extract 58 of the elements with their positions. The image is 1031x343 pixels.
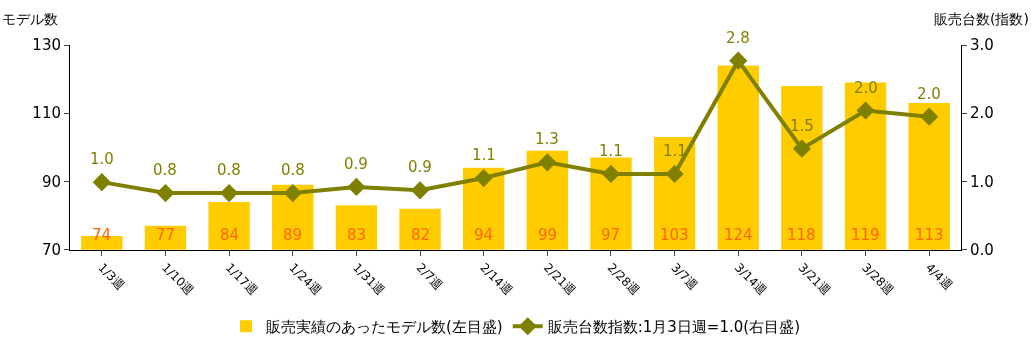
point [347,177,366,197]
data-label: 118 [787,226,816,244]
data-label: 124 [724,226,753,244]
data-label: 0.8 [217,161,241,179]
y2-tick-label: 0.0 [970,240,994,259]
data-label: 113 [915,226,944,244]
y2-tick-label: 1.0 [970,172,994,191]
data-label: 97 [601,226,621,244]
data-label: 84 [220,226,240,244]
y-tick-label: 130 [32,36,61,55]
point [220,183,239,203]
data-label: 0.9 [344,155,368,173]
data-label: 82 [411,226,431,244]
data-label: 1.1 [599,142,623,160]
y-axis-title: モデル数 [2,11,58,27]
y2-axis-title: 販売台数(指数) [934,11,1029,27]
data-label: 1.1 [663,142,687,160]
data-label: 0.9 [408,158,432,176]
y2-tick-label: 3.0 [970,36,994,55]
data-label: 99 [538,226,558,244]
data-label: 74 [92,226,112,244]
data-label: 1.5 [790,117,814,135]
legend-label: 販売台数指数:1月3日週=1.0(右目盛) [547,318,800,337]
y-tick-label: 90 [41,172,61,191]
data-label: 89 [283,226,303,244]
legend-label: 販売実績のあったモデル数(左目盛) [266,318,503,337]
y2-tick-label: 2.0 [970,104,994,123]
point [538,153,557,172]
x-tick-label: 4/4週 [922,260,955,293]
data-label: 77 [156,226,176,244]
data-label: 2.0 [854,79,878,97]
point [283,183,302,203]
data-label: 1.1 [472,146,496,164]
data-label: 103 [660,226,689,244]
data-label: 1.0 [90,150,114,168]
data-label: 0.8 [153,161,177,179]
y-tick-label: 110 [32,104,61,123]
point [792,139,811,158]
point [156,183,175,203]
point [92,173,111,192]
point [601,164,621,184]
point [474,168,493,188]
point [729,51,748,70]
data-label: 94 [474,226,494,244]
point [856,101,875,120]
point [920,107,939,126]
data-label: 2.8 [726,29,750,47]
x-tick-label: 1/3週 [95,260,128,293]
data-label: 2.0 [917,85,941,103]
y-tick-label: 70 [41,240,61,259]
point [410,181,430,200]
x-tick-label: 2/7週 [413,260,446,293]
data-label: 1.3 [535,130,559,148]
data-label: 119 [851,226,880,244]
x-tick-label: 3/7週 [668,260,701,293]
data-label: 83 [347,226,367,244]
point [665,164,684,184]
data-label: 0.8 [281,161,305,179]
